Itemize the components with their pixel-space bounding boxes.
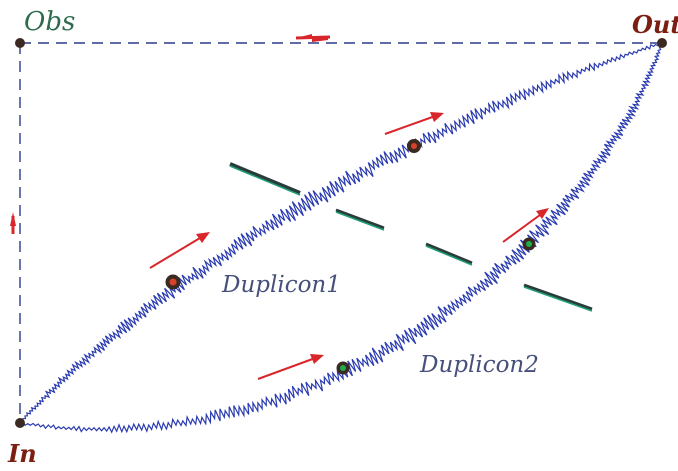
node-in <box>15 418 25 428</box>
path-arrow-3 <box>257 354 324 380</box>
label-in: In <box>7 439 37 468</box>
path-arrow-1 <box>149 232 210 269</box>
path-arrow-4 <box>502 208 549 243</box>
label-obs: Obs <box>24 7 75 37</box>
bead-green-1 <box>336 361 350 375</box>
node-obs <box>15 38 25 48</box>
label-duplicon1: Duplicon1 <box>221 272 341 298</box>
frame-arrow-left-shaft <box>295 35 331 40</box>
bar-3-highlight <box>425 245 473 266</box>
bead-red-2 <box>407 139 421 153</box>
bar-2-highlight <box>335 211 385 231</box>
duplicon2-path <box>19 42 663 434</box>
bar-1-highlight <box>229 165 301 196</box>
bar-2 <box>335 208 385 230</box>
bar-1 <box>229 162 301 195</box>
node-out <box>657 38 667 48</box>
bar-3 <box>425 242 473 265</box>
bead-green-2 <box>522 237 536 251</box>
duplicon1-path <box>19 41 663 424</box>
bar-4-highlight <box>523 286 593 312</box>
label-out: Out <box>632 10 678 39</box>
path-arrow-2 <box>384 112 444 135</box>
bar-4 <box>523 283 593 311</box>
label-duplicon2: Duplicon2 <box>419 352 539 378</box>
bead-red-1 <box>165 274 181 290</box>
